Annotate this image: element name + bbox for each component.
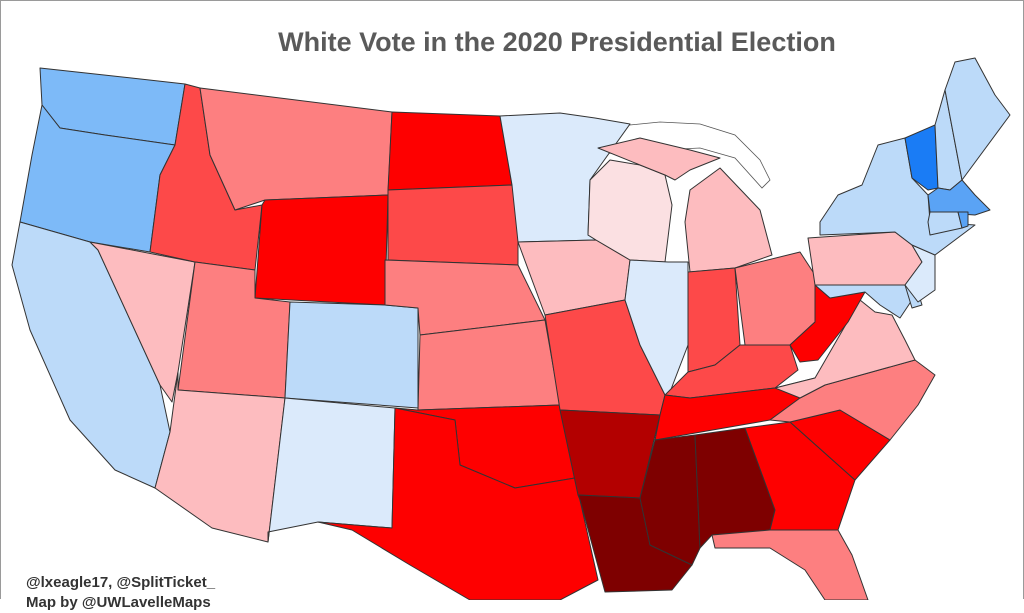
state-MT[interactable] <box>199 87 393 211</box>
state-CO[interactable] <box>284 301 419 409</box>
credits: @lxeagle17, @SplitTicket_ Map by @UWLave… <box>26 573 215 613</box>
state-RI[interactable] <box>957 211 969 229</box>
state-ND[interactable] <box>387 111 513 191</box>
state-FL[interactable] <box>711 529 869 600</box>
us-map <box>11 57 1011 600</box>
state-VT[interactable] <box>904 124 939 191</box>
state-WY[interactable] <box>254 194 389 306</box>
credit-authors: @lxeagle17, @SplitTicket_ <box>26 574 216 591</box>
state-VA[interactable] <box>774 299 916 399</box>
state-AZ[interactable] <box>154 371 286 543</box>
state-KS[interactable] <box>417 319 561 411</box>
credit-mapmaker: Map by @UWLavelleMaps <box>26 594 211 611</box>
state-WI[interactable] <box>587 159 673 263</box>
state-MI[interactable] <box>597 137 773 273</box>
state-CT[interactable] <box>927 211 963 236</box>
state-NM[interactable] <box>267 397 396 543</box>
state-TX[interactable] <box>317 407 599 600</box>
state-SD[interactable] <box>387 184 519 266</box>
state-OH[interactable] <box>734 251 816 346</box>
map-title: White Vote in the 2020 Presidential Elec… <box>278 27 836 57</box>
